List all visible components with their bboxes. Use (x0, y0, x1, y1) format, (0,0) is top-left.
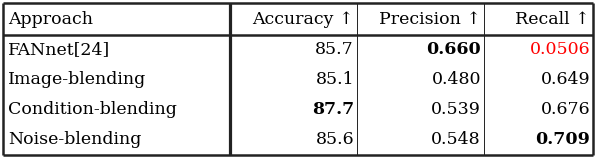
Text: Precision ↑: Precision ↑ (379, 11, 481, 28)
Text: 0.548: 0.548 (432, 131, 481, 148)
Text: 0.649: 0.649 (541, 71, 590, 88)
Text: Recall ↑: Recall ↑ (516, 11, 590, 28)
Text: Accuracy ↑: Accuracy ↑ (253, 11, 354, 28)
Text: FANnet[24]: FANnet[24] (8, 42, 110, 58)
Text: Condition-blending: Condition-blending (8, 101, 176, 118)
Text: 0.480: 0.480 (432, 71, 481, 88)
Text: 87.7: 87.7 (312, 101, 354, 118)
Text: 0.0506: 0.0506 (529, 42, 590, 58)
Text: 0.660: 0.660 (426, 42, 481, 58)
Text: 0.709: 0.709 (535, 131, 590, 148)
Text: 0.676: 0.676 (541, 101, 590, 118)
Text: Noise-blending: Noise-blending (8, 131, 141, 148)
Text: 85.7: 85.7 (315, 42, 354, 58)
Text: 85.6: 85.6 (315, 131, 354, 148)
Text: 85.1: 85.1 (315, 71, 354, 88)
Text: 0.539: 0.539 (431, 101, 481, 118)
Text: Image-blending: Image-blending (8, 71, 146, 88)
Text: Approach: Approach (8, 11, 93, 28)
